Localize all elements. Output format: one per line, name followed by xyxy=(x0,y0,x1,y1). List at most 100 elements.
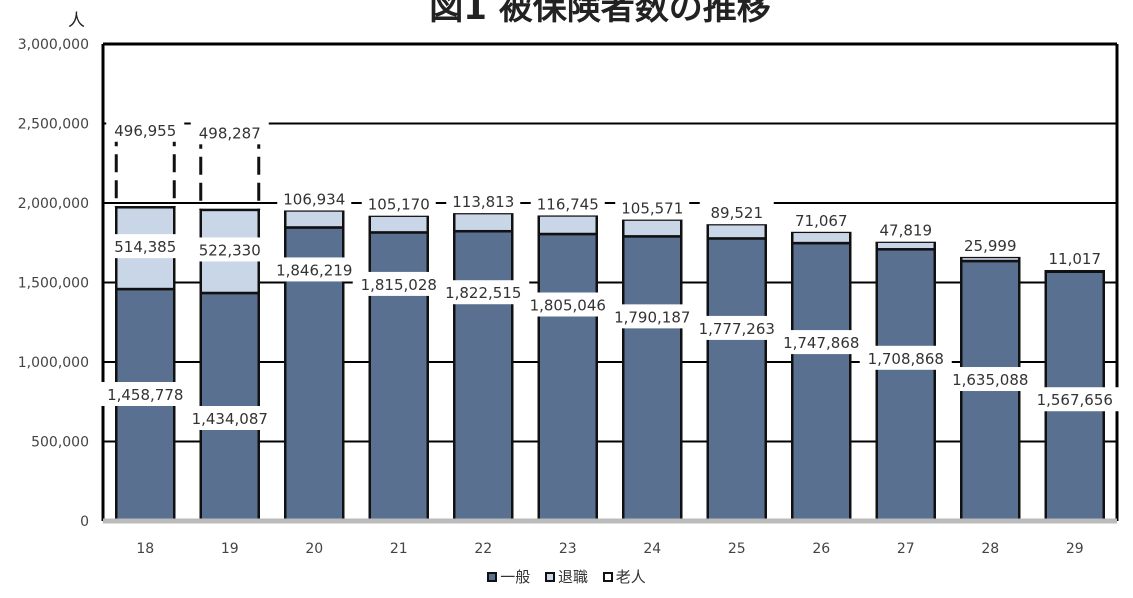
data-label-ippan: 1,777,263 xyxy=(699,320,775,338)
data-label-taishoku: 11,017 xyxy=(1049,250,1102,268)
data-label-taishoku: 47,819 xyxy=(880,222,933,240)
legend-swatch-roujin xyxy=(602,571,613,582)
data-label-ippan: 1,708,868 xyxy=(868,350,944,368)
data-label-ippan-bg xyxy=(268,257,361,282)
data-label-taishoku: 71,067 xyxy=(795,212,848,230)
data-label-ippan: 1,790,187 xyxy=(614,308,690,326)
legend-swatch-taishoku xyxy=(544,571,555,582)
legend-item-taishoku: 退職 xyxy=(544,566,588,587)
bar-taishoku xyxy=(453,211,514,233)
data-label-taishoku-bg xyxy=(190,237,269,262)
data-label-ippan: 1,747,868 xyxy=(783,334,859,352)
x-tick-label: 18 xyxy=(136,541,154,557)
data-label-taishoku-bg xyxy=(1037,245,1112,270)
data-label-roujin: 496,955 xyxy=(114,122,176,140)
data-label-taishoku-bg xyxy=(784,207,859,232)
data-label-ippan: 1,635,088 xyxy=(952,371,1028,389)
y-tick-label: 2,500,000 xyxy=(18,117,89,133)
data-label-ippan: 1,567,656 xyxy=(1037,391,1113,409)
data-label-ippan-bg xyxy=(352,271,445,296)
bar-ippan xyxy=(622,235,683,523)
x-tick-label: 28 xyxy=(981,541,999,557)
data-label-ippan-bg xyxy=(1028,387,1121,412)
bar-ippan xyxy=(875,248,936,523)
y-tick-label: 2,000,000 xyxy=(18,196,89,212)
data-label-ippan: 1,815,028 xyxy=(361,276,437,294)
data-label-ippan-bg xyxy=(859,345,952,370)
legend-label-taishoku: 退職 xyxy=(557,568,588,586)
data-label-taishoku: 522,330 xyxy=(199,241,261,259)
data-label-taishoku: 105,170 xyxy=(368,196,430,214)
bar-ippan xyxy=(706,237,767,523)
bar-ippan xyxy=(537,232,598,523)
data-label-taishoku: 25,999 xyxy=(964,237,1017,255)
y-tick-label: 0 xyxy=(80,514,89,530)
y-tick-label: 1,000,000 xyxy=(18,355,89,371)
data-label-taishoku-bg xyxy=(361,191,436,216)
x-tick-label: 21 xyxy=(390,541,408,557)
data-label-taishoku: 89,521 xyxy=(711,204,764,222)
x-tick-label: 29 xyxy=(1066,541,1084,557)
data-label-ippan: 1,805,046 xyxy=(530,296,606,314)
data-label-taishoku-bg xyxy=(953,232,1028,257)
data-label-taishoku: 113,813 xyxy=(452,193,514,211)
legend: 一般 退職 老人 xyxy=(0,566,1133,587)
data-label-taishoku: 105,571 xyxy=(621,200,683,218)
data-label-roujin-bg xyxy=(106,117,185,142)
data-label-roujin-bg xyxy=(190,120,269,145)
y-tick-label: 500,000 xyxy=(31,435,89,451)
data-label-taishoku-bg xyxy=(530,191,605,216)
bar-taishoku xyxy=(284,209,345,229)
data-label-ippan: 1,434,087 xyxy=(192,410,268,428)
legend-label-ippan: 一般 xyxy=(500,568,531,586)
x-tick-label: 22 xyxy=(474,541,492,557)
data-label-ippan: 1,846,219 xyxy=(276,261,352,279)
data-label-taishoku: 106,934 xyxy=(283,190,345,208)
chart-title: 図1 被保険者数の推移 xyxy=(429,0,771,28)
x-tick-label: 25 xyxy=(728,541,746,557)
data-label-taishoku-bg xyxy=(446,189,521,214)
plot-area: 0 500,000 1,000,000 1,500,000 2,000,000 2,500… xyxy=(17,37,1121,557)
legend-item-roujin: 老人 xyxy=(602,566,646,587)
data-label-ippan: 1,822,515 xyxy=(445,284,521,302)
data-label-taishoku-bg xyxy=(277,186,352,211)
data-label-ippan: 1,458,778 xyxy=(107,386,183,404)
data-label-roujin: 498,287 xyxy=(199,124,261,142)
bar-taishoku xyxy=(706,222,767,240)
data-label-ippan-bg xyxy=(775,330,868,355)
data-label-ippan-bg xyxy=(99,382,192,406)
data-label-ippan-bg xyxy=(690,315,783,340)
data-label-ippan-bg xyxy=(183,406,276,430)
data-label-taishoku: 514,385 xyxy=(114,238,176,256)
bar-taishoku xyxy=(875,240,936,251)
x-tick-label: 23 xyxy=(559,541,577,557)
bar-ippan xyxy=(453,229,514,523)
data-label-ippan-bg xyxy=(606,304,699,329)
data-label-ippan-bg xyxy=(944,367,1037,392)
x-tick-label: 20 xyxy=(305,541,323,557)
data-label-taishoku-bg xyxy=(699,200,774,225)
x-tick-label: 19 xyxy=(221,541,239,557)
bar-taishoku xyxy=(791,230,852,245)
bar-taishoku xyxy=(537,214,598,236)
bar-taishoku xyxy=(960,255,1021,263)
legend-label-roujin: 老人 xyxy=(615,568,646,586)
bar-taishoku xyxy=(1044,268,1105,273)
legend-swatch-ippan xyxy=(487,571,498,582)
y-tick-label: 3,000,000 xyxy=(18,37,89,53)
data-label-taishoku-bg xyxy=(106,234,185,259)
legend-item-ippan: 一般 xyxy=(487,566,530,587)
bar-ippan xyxy=(791,241,852,523)
x-tick-label: 26 xyxy=(812,541,830,557)
bar-taishoku xyxy=(622,218,683,238)
x-tick-label: 27 xyxy=(897,541,915,557)
data-label-ippan-bg xyxy=(437,280,530,305)
data-label-taishoku-bg xyxy=(868,217,943,242)
bar-taishoku xyxy=(368,214,429,234)
data-label-taishoku: 116,745 xyxy=(537,195,599,213)
y-axis-unit-label: 人 xyxy=(68,11,85,31)
data-label-taishoku-bg xyxy=(615,195,690,220)
data-label-ippan-bg xyxy=(521,292,614,317)
y-tick-label: 1,500,000 xyxy=(18,276,89,292)
